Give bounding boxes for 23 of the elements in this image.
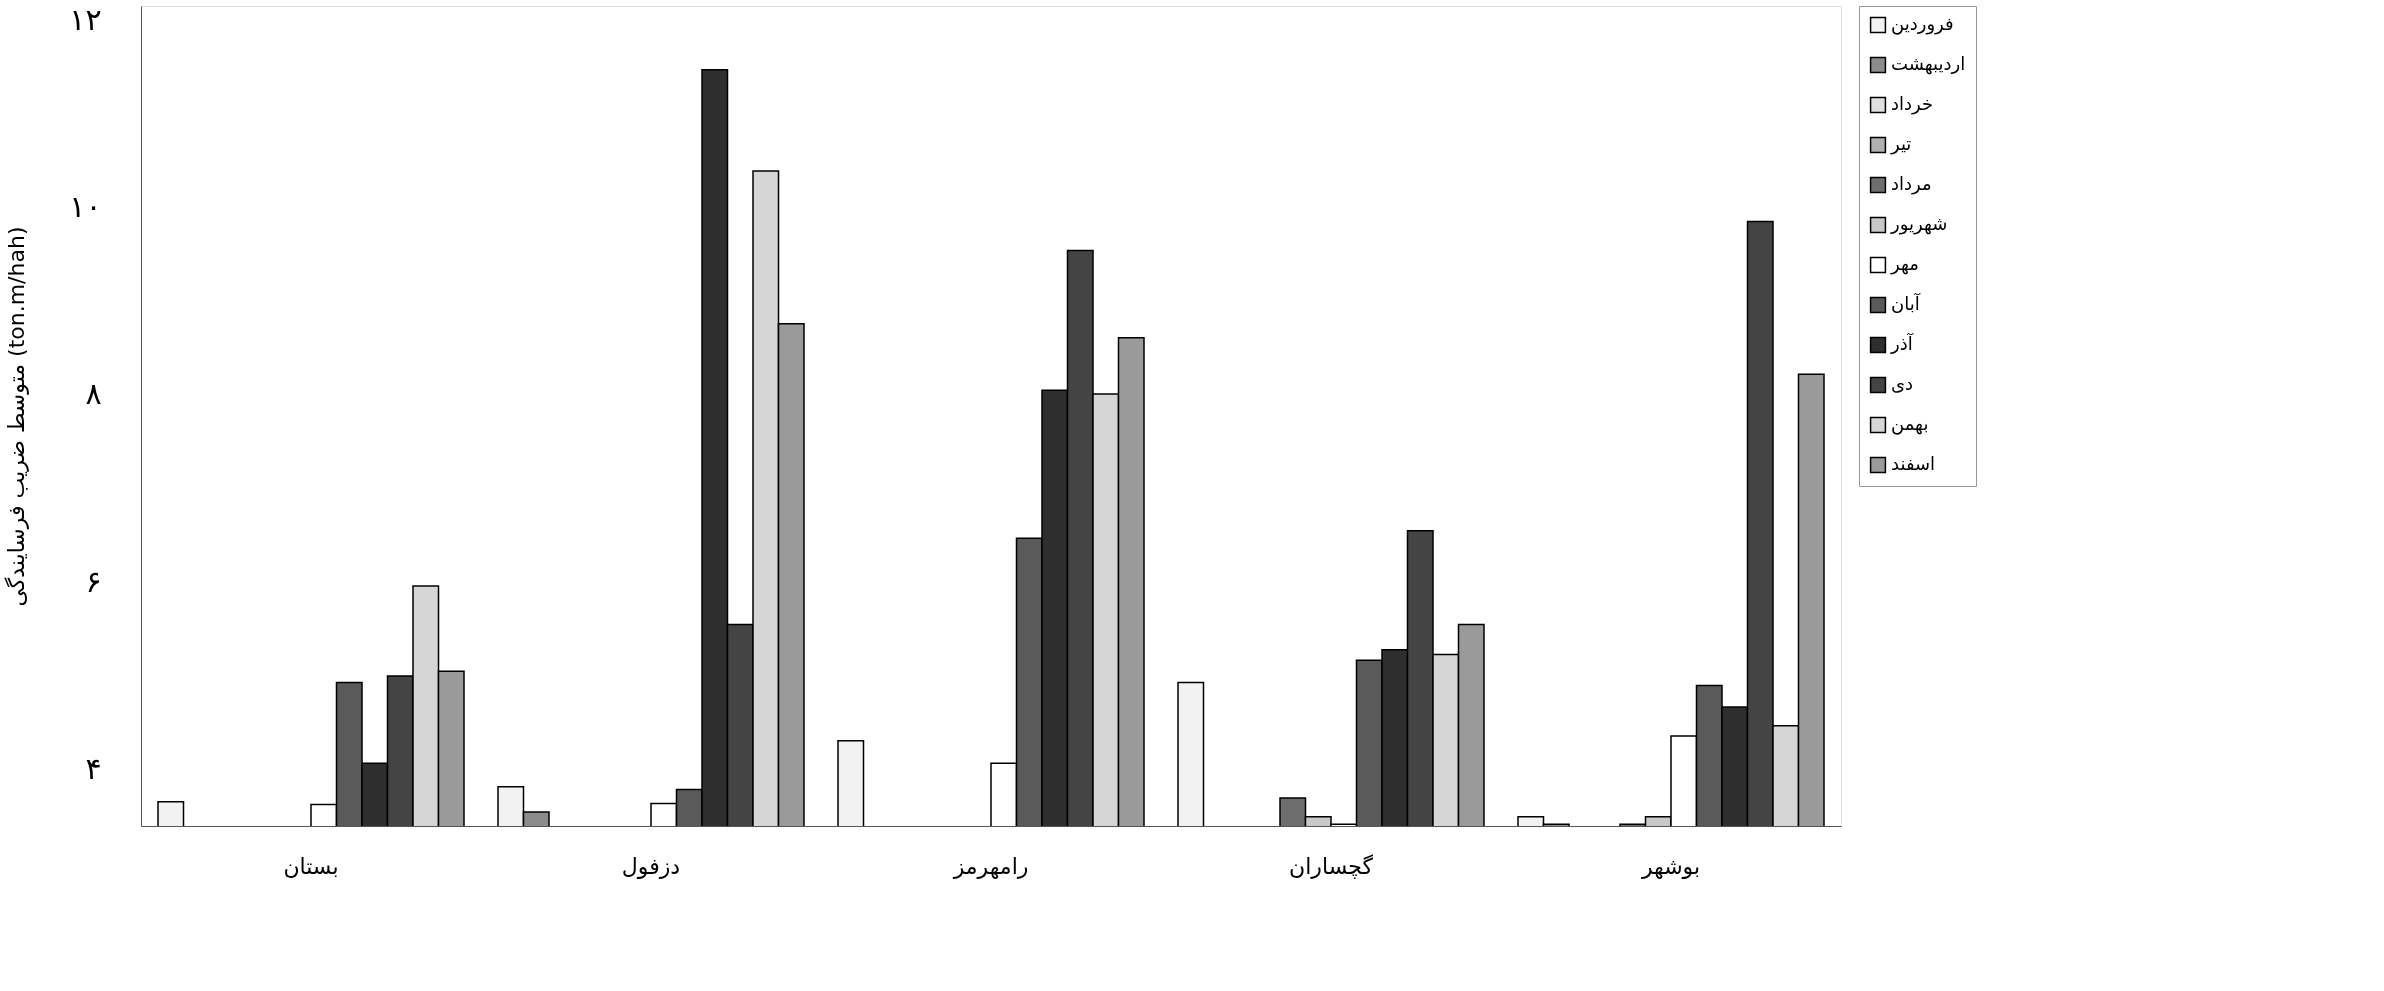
legend-label: مهر <box>1890 253 1919 275</box>
legend-label: اسفند <box>1891 453 1936 474</box>
legend-label: اردیبهشت <box>1891 53 1966 75</box>
y-tick-label: ۶ <box>85 563 102 599</box>
y-axis-title: متوسط ضریب فرسایندگی (ton.m/hah) <box>4 226 30 607</box>
legend-label: شهریور <box>1890 213 1948 235</box>
legend-label: تیر <box>1890 133 1912 155</box>
legend-label: مرداد <box>1891 173 1932 195</box>
y-tick-label: ۴ <box>85 751 102 787</box>
x-tick-label: بستان <box>283 853 339 879</box>
y-tick-label: ۱۲ <box>69 1 102 37</box>
x-tick-label: دزفول <box>621 853 681 879</box>
legend-label: آذر <box>1890 332 1914 354</box>
legend-label: بهمن <box>1891 413 1929 435</box>
y-tick-label: ۸ <box>85 376 102 412</box>
legend-label: خرداد <box>1891 93 1934 115</box>
x-tick-label: رامهرمز <box>952 853 1029 879</box>
legend-label: آبان <box>1891 292 1921 314</box>
legend-label: فروردین <box>1891 13 1954 35</box>
y-tick-label: ۱۰ <box>69 188 102 224</box>
legend-label: دی <box>1891 373 1914 394</box>
x-tick-label: گچساران <box>1289 853 1374 879</box>
x-tick-label: بوشهر <box>1640 853 1701 879</box>
